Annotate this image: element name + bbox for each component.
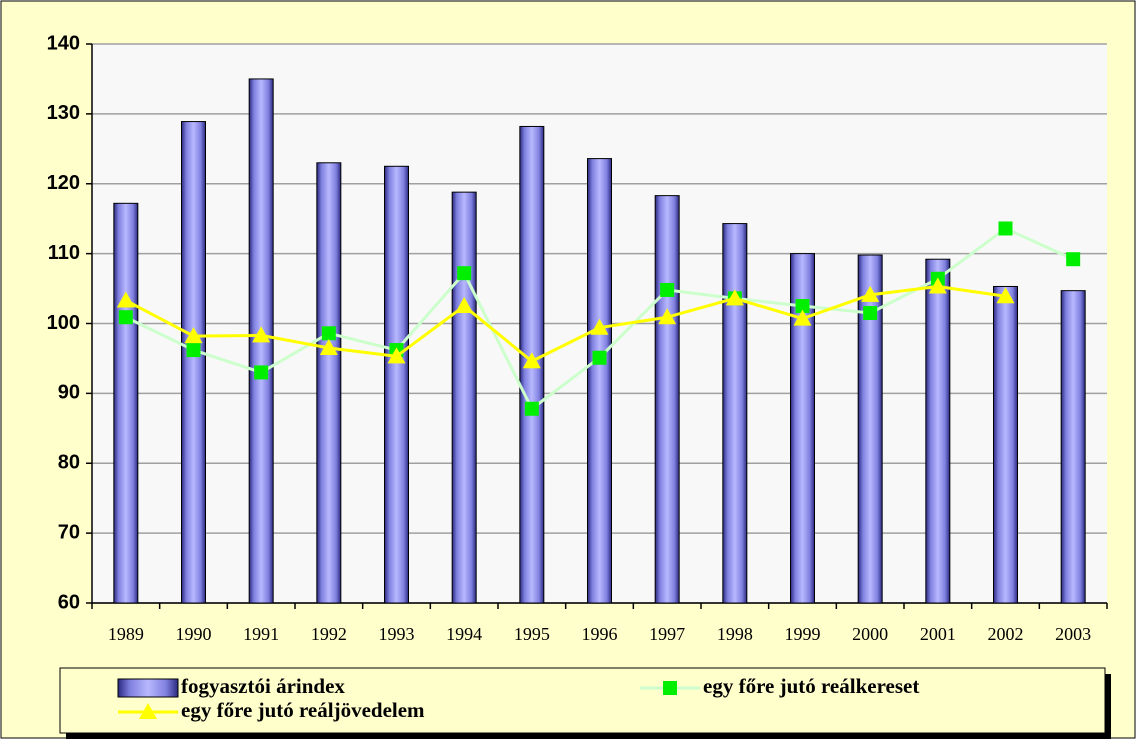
legend-label: fogyasztói árindex — [181, 674, 345, 698]
y-tick-label: 60 — [58, 591, 80, 613]
legend — [59, 667, 1106, 734]
bar — [451, 191, 477, 604]
marker — [455, 297, 474, 314]
marker — [996, 287, 1015, 304]
bar — [181, 121, 206, 604]
marker — [658, 308, 677, 325]
marker — [861, 285, 880, 302]
bar — [113, 202, 139, 604]
x-tick-label: 1999 — [785, 624, 821, 644]
marker — [660, 282, 675, 297]
x-tick-label: 1993 — [379, 624, 415, 644]
y-tick-label: 120 — [47, 172, 80, 194]
marker — [184, 327, 203, 344]
y-tick-label: 100 — [47, 312, 80, 334]
bar — [925, 258, 951, 604]
x-tick-label: 1998 — [717, 624, 753, 644]
x-tick-label: 1990 — [176, 624, 212, 644]
marker — [116, 291, 135, 308]
legend-label: egy főre jutó reálkereset — [703, 674, 919, 698]
bar — [384, 165, 409, 604]
marker — [795, 299, 810, 314]
x-tick-label: 1989 — [108, 624, 144, 644]
marker — [254, 365, 269, 380]
marker — [793, 309, 812, 326]
marker — [524, 401, 539, 416]
x-tick-label: 2002 — [988, 624, 1024, 644]
y-tick-label: 80 — [58, 452, 80, 474]
x-tick-label: 2001 — [920, 624, 956, 644]
marker — [321, 326, 336, 341]
marker — [863, 306, 878, 321]
legend-label: egy főre jutó reáljövedelem — [181, 698, 425, 722]
y-tick-label: 140 — [47, 32, 80, 54]
marker — [592, 350, 607, 365]
bar — [654, 195, 680, 604]
y-tick-label: 90 — [58, 382, 80, 404]
y-tick-label: 130 — [47, 102, 80, 124]
y-tick-label: 70 — [58, 521, 80, 543]
x-tick-label: 2000 — [852, 624, 888, 644]
marker — [387, 347, 406, 364]
x-tick-label: 1995 — [514, 624, 550, 644]
marker — [522, 352, 541, 369]
x-tick-label: 1996 — [582, 624, 618, 644]
x-tick-label: 1991 — [243, 624, 279, 644]
marker — [928, 277, 947, 294]
y-tick-label: 110 — [48, 242, 80, 264]
line — [125, 284, 1006, 363]
marker — [252, 326, 271, 343]
marker — [998, 221, 1013, 236]
marker — [590, 318, 609, 335]
x-tick-label: 2003 — [1055, 624, 1091, 644]
bar — [722, 223, 748, 604]
bar — [587, 158, 612, 604]
x-tick-label: 1992 — [311, 624, 347, 644]
marker — [319, 338, 338, 355]
bar — [993, 285, 1018, 604]
marker — [725, 289, 744, 306]
x-tick-label: 1997 — [649, 624, 685, 644]
legend-swatch — [117, 678, 179, 698]
marker — [1066, 252, 1081, 267]
marker — [457, 266, 472, 281]
bar — [790, 253, 815, 604]
bar — [316, 162, 342, 604]
legend-marker — [139, 703, 157, 719]
x-tick-label: 1994 — [446, 624, 482, 644]
legend-marker — [663, 681, 677, 695]
marker — [118, 310, 133, 325]
bar — [1060, 290, 1086, 604]
marker — [186, 343, 201, 358]
